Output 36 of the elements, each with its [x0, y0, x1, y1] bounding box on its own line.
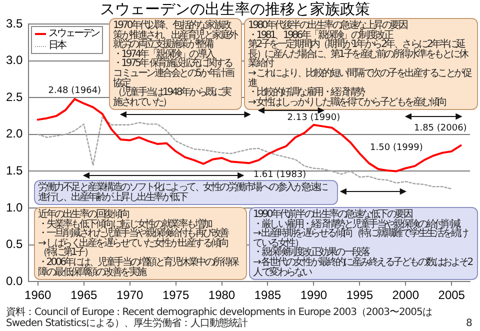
x-tick-label: 1985	[254, 288, 282, 302]
annotation: 1.61 (1983)	[253, 170, 306, 180]
annotation: 1980年代後半の出生率の急速な上昇の要因	[248, 20, 408, 31]
legend-label: スウェーデン	[48, 28, 100, 40]
x-tick-label: 1965	[70, 288, 98, 302]
x-tick-label: 1960	[24, 288, 52, 302]
y-tick-label: 2.5	[6, 90, 23, 104]
annotation: → 女性はしっかりした職を得てから子どもを産む傾向	[248, 96, 447, 108]
y-tick-label: 3.0	[6, 53, 23, 68]
x-tick-label: 1990	[300, 288, 328, 302]
annotation: 1.85 (2006)	[414, 123, 467, 134]
y-tick-label: 1.5	[6, 164, 23, 178]
x-tick-label: 2000	[392, 288, 420, 302]
text: 8	[466, 318, 473, 329]
chart-title: スウェーデンの出生率の推移と家族政策	[100, 0, 370, 18]
y-tick-label: 0.5	[6, 237, 23, 252]
legend-label: 日本	[48, 40, 66, 52]
annotation: 近年の出生率の回復傾向	[38, 209, 129, 220]
y-tick-label: 2.0	[6, 126, 23, 141]
annotation: （児童手当は1948年から既に実施されていた）	[113, 87, 232, 108]
x-tick-label: 2005	[438, 288, 466, 302]
annotation: 2.48 (1964)	[48, 86, 102, 96]
annotation: 1.50 (1999)	[370, 143, 423, 154]
y-tick-label: 0.0	[6, 274, 23, 288]
y-tick-label: 1.0	[6, 200, 23, 214]
x-tick-label: 1980	[208, 288, 236, 302]
text: 資料：Council of Europe : Recent demographic developments in Europe 2003（2003〜2005はSweden Statisticsによる）、厚生労働省：人口動態統計	[6, 307, 433, 329]
annotation: 1990年代前半の出生率の急速な低下の要因	[253, 209, 412, 220]
x-tick-label: 1995	[346, 288, 374, 302]
y-tick-label: 3.5	[6, 16, 23, 30]
x-tick-label: 1970	[116, 288, 144, 302]
annotation: → 各世代の女性が最終的に産み終える子どもの数はおよそ2人で変わらない	[253, 256, 474, 278]
annotation: 労働力不足と産業構造のソフト化によって、女性の労働市場への参入が急速に進行し、出産年齢が上昇し出生率が低下	[38, 182, 328, 203]
annotation: ・2006年には、児童手当の増額と育児休業中の所得保障の最低保障額の改善を実施	[38, 256, 240, 278]
x-tick-label: 1975	[162, 288, 190, 302]
annotation: 2.13 (1990)	[287, 112, 340, 123]
